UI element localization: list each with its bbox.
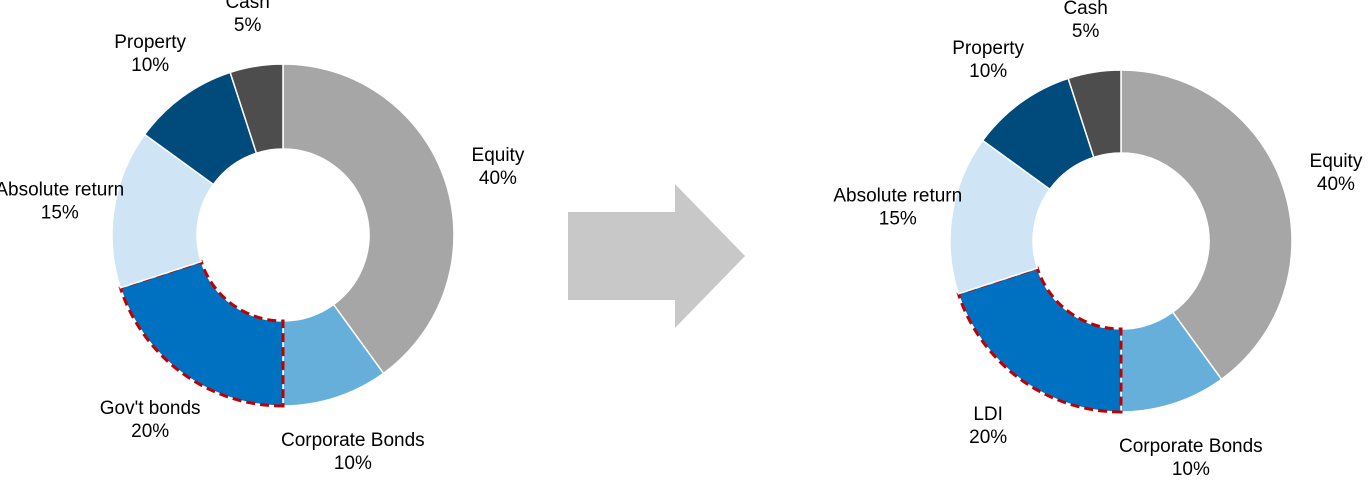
highlight-outline	[118, 259, 285, 408]
value-label: 10%	[131, 55, 169, 76]
donut-chart: Equity 40%Corporate Bonds 10%LDI 20%Absolut…	[833, 0, 1362, 480]
category-label: Absolute return	[833, 186, 962, 207]
category-label: Cash	[225, 0, 269, 13]
donut-chart: Equity 40%Corporate Bonds 10%Gov't bonds 20…	[0, 0, 525, 474]
value-label: 10%	[334, 453, 372, 474]
category-label: Cash	[1063, 0, 1107, 19]
segment-label: Property 10%	[952, 38, 1024, 82]
donut-segment	[282, 63, 455, 375]
segment-label: Cash 5%	[225, 0, 269, 36]
segment-label: Cash 5%	[1063, 0, 1107, 42]
segment-label: Equity 40%	[472, 145, 525, 189]
value-label: 5%	[234, 15, 262, 36]
segment-label: Absolute return 15%	[833, 186, 962, 230]
category-label: LDI	[973, 404, 1003, 425]
category-label: Equity	[1310, 151, 1363, 172]
value-label: 10%	[1172, 459, 1210, 480]
segment-label: Equity 40%	[1310, 151, 1363, 195]
donut-segment	[1067, 69, 1122, 159]
segment-label: LDI 20%	[969, 404, 1007, 448]
segment-label: Corporate Bonds 10%	[281, 430, 425, 474]
value-label: 20%	[131, 421, 169, 442]
value-label: 20%	[969, 427, 1007, 448]
category-label: Property	[114, 32, 186, 53]
value-label: 10%	[969, 61, 1007, 82]
value-label: 40%	[479, 168, 517, 189]
value-label: 15%	[41, 203, 79, 224]
category-label: Corporate Bonds	[1119, 436, 1263, 457]
arrow	[568, 184, 745, 328]
segment-label: Gov't bonds 20%	[100, 398, 201, 442]
value-label: 5%	[1072, 21, 1100, 42]
donut-segment	[1120, 69, 1293, 381]
segment-label: Property 10%	[114, 32, 186, 76]
category-label: Corporate Bonds	[281, 430, 425, 451]
category-label: Property	[952, 38, 1024, 59]
category-label: Absolute return	[0, 180, 124, 201]
segment-label: Absolute return 15%	[0, 180, 124, 224]
donut-segment	[229, 63, 284, 155]
highlight-outline	[956, 266, 1123, 414]
category-label: Gov't bonds	[100, 398, 201, 419]
value-label: 40%	[1317, 174, 1355, 195]
category-label: Equity	[472, 145, 525, 166]
value-label: 15%	[879, 209, 917, 230]
segment-label: Corporate Bonds 10%	[1119, 436, 1263, 480]
